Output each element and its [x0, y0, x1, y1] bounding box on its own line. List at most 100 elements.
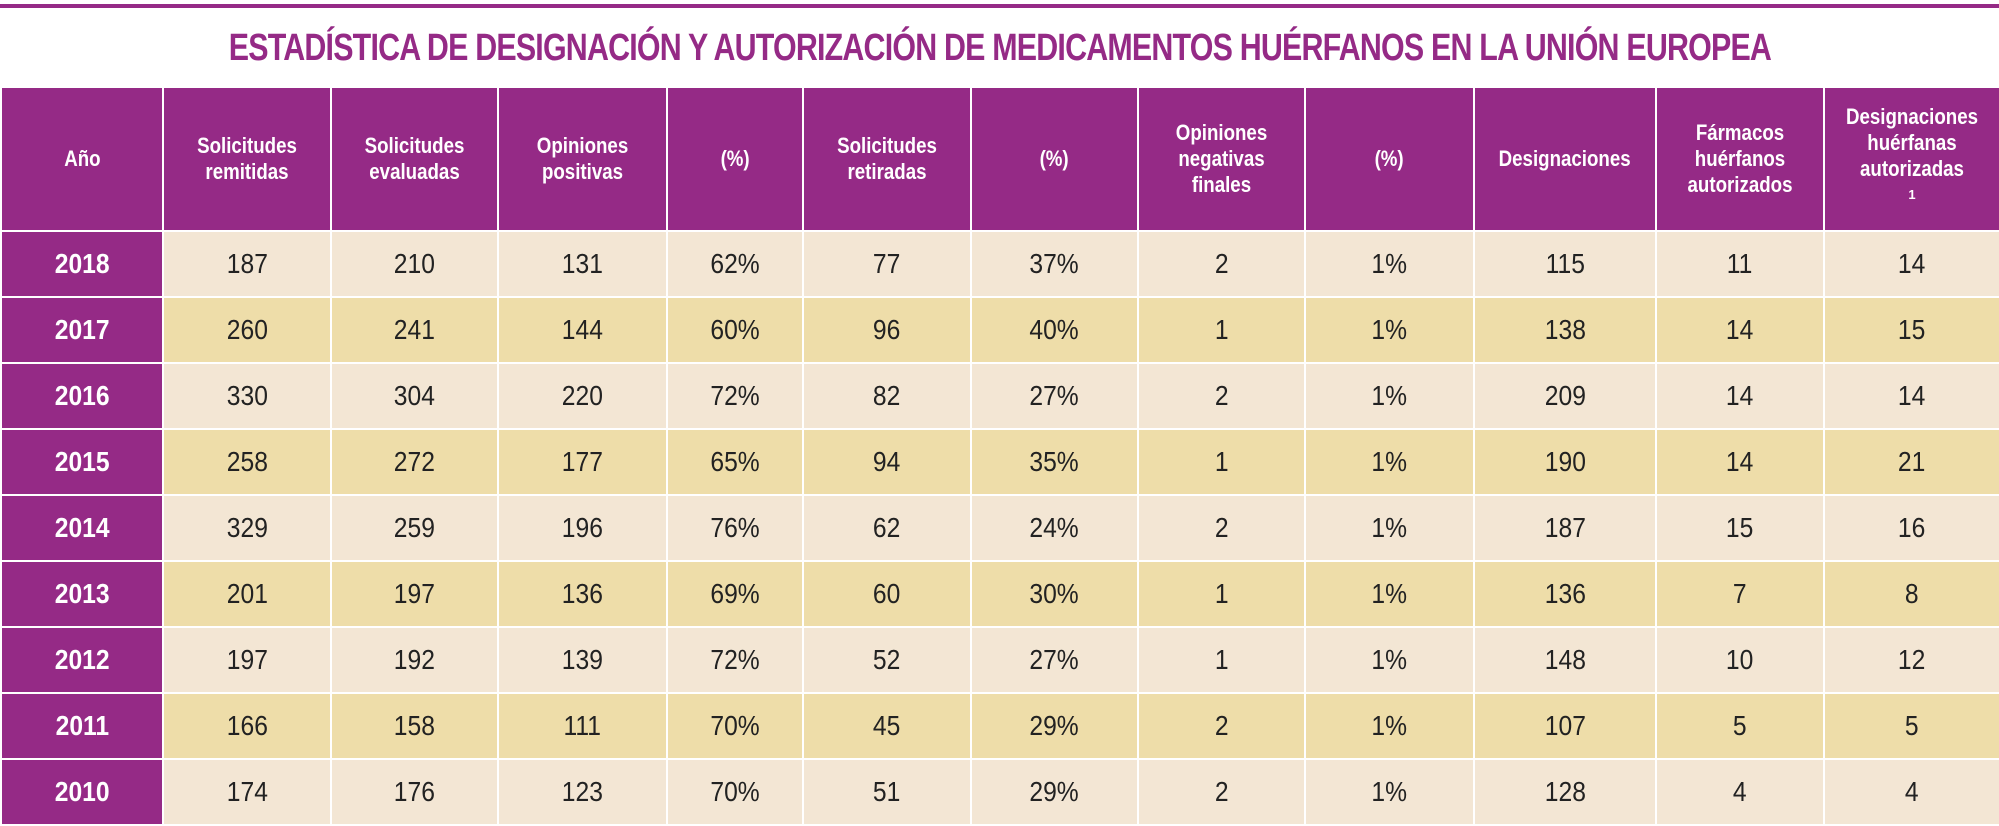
cell-value: 69% [710, 578, 760, 609]
cell-value: 1 [1214, 314, 1229, 345]
year-cell: 2017 [0, 296, 164, 364]
column-header-label: (%) [1374, 146, 1405, 171]
cell-value: 260 [226, 314, 268, 345]
table-cell: 1% [1304, 428, 1475, 496]
table-cell: 1 [1137, 428, 1306, 496]
column-header-label: Año [63, 146, 101, 171]
cell-value: 2 [1214, 512, 1229, 543]
cell-value: 139 [561, 644, 604, 675]
table-cell: 62 [802, 494, 972, 562]
year-cell: 2012 [0, 626, 164, 694]
cell-value: 1% [1371, 644, 1408, 675]
table-cell: 176 [330, 758, 499, 826]
cell-value: 2011 [55, 710, 109, 741]
cell-value: 111 [563, 710, 602, 741]
cell-value: 128 [1544, 776, 1586, 807]
cell-value: 5 [1733, 710, 1747, 741]
cell-value: 52 [873, 644, 901, 675]
table-cell: 96 [802, 296, 972, 364]
table-cell: 1% [1304, 758, 1475, 826]
cell-value: 1% [1371, 248, 1408, 279]
table-cell: 136 [497, 560, 668, 628]
cell-value: 37% [1029, 248, 1080, 279]
cell-value: 11 [1727, 248, 1753, 279]
table-cell: 40% [970, 296, 1139, 364]
table-cell: 76% [666, 494, 804, 562]
column-header: Designaciones huérfanas autorizadas 1 [1823, 86, 1999, 232]
cell-value: 176 [393, 776, 436, 807]
table-cell: 166 [162, 692, 332, 760]
cell-value: 2 [1214, 380, 1229, 411]
cell-value: 77 [873, 248, 901, 279]
table-cell: 177 [497, 428, 668, 496]
table-cell: 1% [1304, 296, 1475, 364]
cell-value: 96 [873, 314, 901, 345]
cell-value: 192 [393, 644, 436, 675]
table-cell: 1% [1304, 560, 1475, 628]
year-cell: 2010 [0, 758, 164, 826]
cell-value: 14 [1726, 446, 1754, 477]
cell-value: 1 [1214, 644, 1229, 675]
table-cell: 10 [1655, 626, 1825, 694]
cell-value: 220 [561, 380, 604, 411]
table-cell: 24% [970, 494, 1139, 562]
cell-value: 272 [393, 446, 436, 477]
cell-value: 190 [1544, 446, 1586, 477]
table-row: 2015 258 272 177 65% 94 35% 1 1% 190 14 21 [0, 428, 1999, 496]
table-cell: 2 [1137, 494, 1306, 562]
table-cell: 2 [1137, 692, 1306, 760]
cell-value: 15 [1898, 314, 1926, 345]
column-header-label: Opiniones negativas finales [1175, 120, 1268, 197]
table-row: 2010 174 176 123 70% 51 29% 2 1% 128 4 4 [0, 758, 1999, 826]
cell-value: 2012 [54, 644, 110, 675]
column-header-label: Fármacos huérfanos autorizados [1687, 120, 1793, 197]
table-cell: 1% [1304, 494, 1475, 562]
table-cell: 192 [330, 626, 499, 694]
table-cell: 21 [1823, 428, 1999, 496]
table-cell: 304 [330, 362, 499, 430]
year-cell: 2015 [0, 428, 164, 496]
cell-value: 72% [710, 644, 760, 675]
table-cell: 16 [1823, 494, 1999, 562]
cell-value: 4 [1905, 776, 1919, 807]
table-cell: 7 [1655, 560, 1825, 628]
cell-value: 94 [873, 446, 901, 477]
top-rule [0, 4, 1999, 8]
table-cell: 1 [1137, 296, 1306, 364]
table-cell: 1% [1304, 362, 1475, 430]
table-cell: 35% [970, 428, 1139, 496]
table-row: 2013 201 197 136 69% 60 30% 1 1% 136 7 8 [0, 560, 1999, 628]
table-cell: 158 [330, 692, 499, 760]
cell-value: 144 [561, 314, 604, 345]
table-cell: 82 [802, 362, 972, 430]
table-cell: 72% [666, 626, 804, 694]
column-header: Designaciones [1473, 86, 1657, 232]
table-cell: 115 [1473, 230, 1657, 298]
table-cell: 259 [330, 494, 499, 562]
table-cell: 2 [1137, 362, 1306, 430]
cell-value: 4 [1733, 776, 1747, 807]
table-cell: 128 [1473, 758, 1657, 826]
page-title-text: ESTADÍSTICA DE DESIGNACIÓN Y AUTORIZACIÓ… [228, 27, 1771, 69]
table-cell: 2 [1137, 230, 1306, 298]
table-cell: 2 [1137, 758, 1306, 826]
table-cell: 197 [330, 560, 499, 628]
cell-value: 1% [1371, 512, 1408, 543]
table-cell: 14 [1655, 362, 1825, 430]
cell-value: 2 [1214, 710, 1229, 741]
table-cell: 29% [970, 692, 1139, 760]
cell-value: 209 [1544, 380, 1586, 411]
cell-value: 51 [873, 776, 901, 807]
table-cell: 30% [970, 560, 1139, 628]
table-cell: 65% [666, 428, 804, 496]
column-header: Año [0, 86, 164, 232]
cell-value: 40% [1029, 314, 1080, 345]
cell-value: 2 [1214, 776, 1229, 807]
cell-value: 8 [1905, 578, 1919, 609]
table-cell: 69% [666, 560, 804, 628]
cell-value: 1% [1371, 446, 1408, 477]
table-cell: 12 [1823, 626, 1999, 694]
table-cell: 8 [1823, 560, 1999, 628]
table-cell: 52 [802, 626, 972, 694]
table-cell: 111 [497, 692, 668, 760]
